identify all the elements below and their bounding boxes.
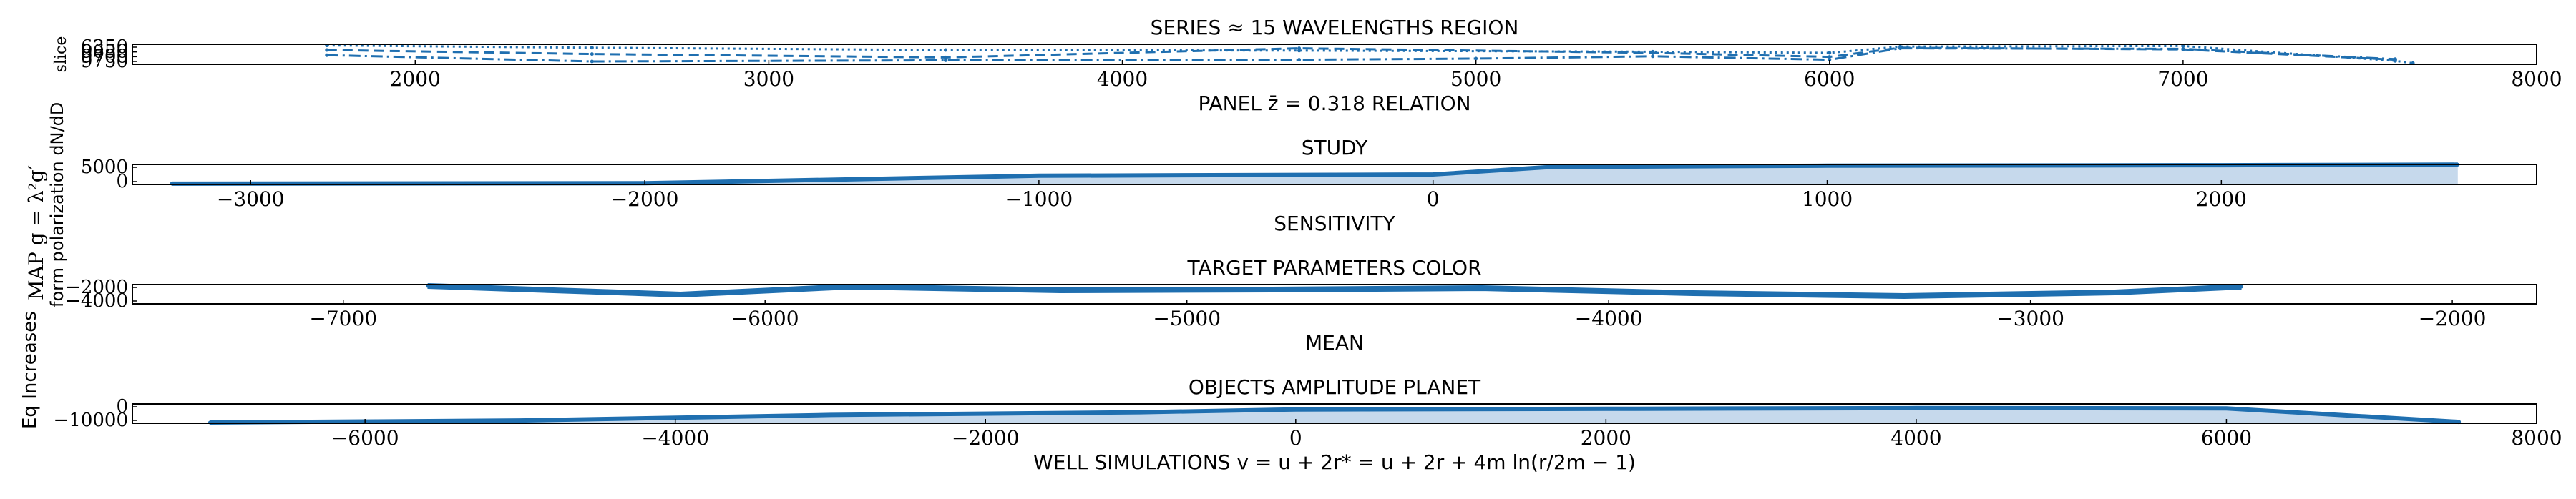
chart-panel-4: OBJECTS AMPLITUDE PLANET −6000 −4000 −2000 0… xyxy=(54,375,2562,474)
data-point xyxy=(1058,289,1062,292)
x-tick-label: −5000 xyxy=(1153,307,1221,330)
data-point xyxy=(1898,46,1902,50)
data-point xyxy=(325,54,328,57)
data-point xyxy=(1651,54,1654,58)
data-point xyxy=(590,60,594,64)
x-tick-label: −6000 xyxy=(331,426,399,450)
y-tick-label: −4000 xyxy=(65,290,128,312)
x-axis-label: WELL SIMULATIONS v = u + 2r* = u + 2r + … xyxy=(1033,450,1636,474)
chart-panel-1: SERIES ≈ 15 WAVELENGTHS REGION 2000 3000 40… xyxy=(52,16,2562,115)
data-point xyxy=(1297,58,1301,61)
data-point xyxy=(1139,410,1143,414)
data-point xyxy=(1294,407,1297,411)
ylabel-mid: MAP g = λ²g′ xyxy=(24,165,48,300)
x-tick-label: −2000 xyxy=(952,426,1020,450)
x-tick-label: −6000 xyxy=(731,307,799,330)
data-point xyxy=(2181,47,2185,51)
x-tick-label: 2000 xyxy=(1581,426,1631,450)
data-point xyxy=(1474,57,1478,61)
data-point xyxy=(1480,287,1484,290)
x-tick-label: −3000 xyxy=(1996,307,2064,330)
x-tick-label: 6000 xyxy=(1804,67,1855,91)
x-tick-label: 7000 xyxy=(2157,67,2208,91)
x-tick-label: −2000 xyxy=(2419,307,2487,330)
x-tick-label: −3000 xyxy=(217,187,285,211)
data-point xyxy=(590,52,594,56)
y-axis-label: slice xyxy=(52,36,70,73)
y-tick-label: 9750 xyxy=(81,51,128,72)
x-axis-label: MEAN xyxy=(1305,331,1364,355)
series-line xyxy=(428,286,2242,296)
data-point xyxy=(944,59,947,62)
x-tick-label: −2000 xyxy=(611,187,679,211)
data-point xyxy=(1914,406,1918,410)
x-tick-label: 6000 xyxy=(2201,426,2252,450)
data-point xyxy=(1604,407,1608,410)
data-point xyxy=(325,49,328,52)
data-point xyxy=(2113,291,2117,295)
x-tick-label: −4000 xyxy=(641,426,709,450)
x-tick-label: 2000 xyxy=(2196,187,2247,211)
data-point xyxy=(1549,165,1553,169)
x-tick-label: 2000 xyxy=(390,67,441,91)
chart-panel-3: TARGET PARAMETERS COLOR −7000 −6000 −5000 −4… xyxy=(65,256,2537,355)
series-line xyxy=(327,49,2396,61)
x-axis-label: PANEL z̄ = 0.318 RELATION xyxy=(1198,92,1470,115)
data-point xyxy=(1297,46,1301,50)
x-tick-label: −7000 xyxy=(309,307,377,330)
ylabel-left: Eq Increases xyxy=(19,311,41,429)
data-point xyxy=(1037,174,1040,177)
x-tick-label: 5000 xyxy=(1450,67,1501,91)
ylabel-mid2: form polarization dN/dD xyxy=(47,102,67,307)
data-point xyxy=(1902,295,1906,298)
data-point xyxy=(2394,57,2397,61)
data-point xyxy=(829,413,832,417)
data-point xyxy=(1269,288,1273,292)
x-tick-label: 0 xyxy=(1289,426,1302,450)
x-axis-label: SENSITIVITY xyxy=(1274,212,1395,235)
chart-panel-2: STUDY−3000 −2000 −1000 0 1000 200050000SENSIT… xyxy=(81,136,2537,235)
data-point xyxy=(518,419,522,423)
data-point xyxy=(1692,292,1695,295)
x-tick-label: 3000 xyxy=(743,67,794,91)
chart-title: OBJECTS AMPLITUDE PLANET xyxy=(1189,375,1481,399)
x-tick-label: 8000 xyxy=(2511,67,2562,91)
x-tick-label: 4000 xyxy=(1097,67,1148,91)
x-tick-label: 1000 xyxy=(1802,187,1853,211)
data-point xyxy=(1651,51,1654,55)
data-point xyxy=(679,293,683,297)
x-tick-label: 4000 xyxy=(1890,426,1941,450)
data-point xyxy=(590,46,594,49)
chart-title: SERIES ≈ 15 WAVELENGTHS REGION xyxy=(1151,16,1519,39)
x-tick-label: 8000 xyxy=(2511,426,2562,450)
chart-title: STUDY xyxy=(1302,136,1368,159)
y-tick-label: −10000 xyxy=(54,410,129,431)
data-point xyxy=(848,285,852,289)
data-point xyxy=(1431,173,1435,177)
x-tick-label: −1000 xyxy=(1005,187,1073,211)
data-point xyxy=(1828,51,1831,55)
data-point xyxy=(944,49,947,52)
x-tick-label: −4000 xyxy=(1575,307,1643,330)
x-tick-label: 0 xyxy=(1427,187,1440,211)
y-tick-label: 0 xyxy=(116,171,128,192)
data-point xyxy=(2240,285,2243,289)
data-point xyxy=(2225,407,2228,410)
chart-title: TARGET PARAMETERS COLOR xyxy=(1186,256,1481,280)
